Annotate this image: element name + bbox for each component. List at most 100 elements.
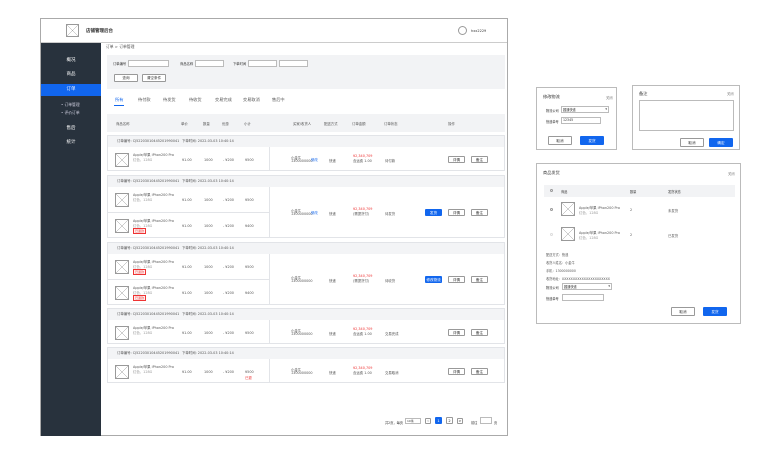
order-action-button[interactable]: 发货 [425,209,442,216]
tab-3[interactable]: 待收货 [189,97,202,102]
unit-price: ¥1.00 [182,224,192,228]
item-checkbox[interactable] [550,208,553,211]
discount: - ¥200 [223,158,234,162]
product-name[interactable]: Apple/苹果 iPhon200 Pro [133,153,174,157]
discount: - ¥200 [223,198,234,202]
confirm-button[interactable]: 确定 [709,138,733,147]
order-action-button[interactable]: 备注 [471,155,488,163]
avatar[interactable] [458,26,467,35]
order-card: 订单编号: CJ52203010445201990041 下单时间: 2022-0… [107,308,505,344]
goto-page-input[interactable] [480,417,492,424]
sidebar-item-products[interactable]: 商品 [66,72,76,77]
tracking-input[interactable] [562,294,604,301]
order-action-button[interactable]: 详情 [448,276,465,283]
cancel-button[interactable]: 取消 [680,138,704,147]
order-action-button[interactable]: 备注 [471,367,488,375]
sidebar: 概况 商品 订单 • 订单管理 • 评价订单 售后 统计 [41,43,101,436]
select-all-checkbox[interactable] [550,189,553,192]
order-status: 待付款 [385,158,396,163]
amount-note: 含运费 1.00 [353,158,372,163]
order-header: 订单编号: CJ52203010445201990041 下单时间: 2022-0… [108,243,504,254]
sidebar-item-overview[interactable]: 概况 [66,58,76,63]
shipping-method: 快递 [329,212,336,216]
item-checkbox[interactable] [550,233,553,236]
product-name[interactable]: Apple/苹果 iPhon200 Pro [133,260,174,264]
clear-button[interactable]: 清空条件 [142,74,166,82]
tab-2[interactable]: 待发货 [163,97,176,102]
page-1-button[interactable]: 1 [435,417,442,424]
product-name[interactable]: Apple/苹果 iPhon200 Pro [133,326,174,330]
unit-price: ¥1.00 [182,370,192,374]
product-image-placeholder-icon [115,193,129,207]
quantity: 2 [630,233,633,237]
company-value: 圆通快递 [564,285,577,289]
edit-address-link[interactable]: 修改 [311,211,318,215]
order-action-button[interactable]: 详情 [448,155,465,163]
sidebar-subitem-order-management[interactable]: • 订单管理 [61,102,80,107]
product-name[interactable]: Apple/苹果 iPhon200 Pro [133,365,174,369]
receiver-name: 收货人姓名：小金牛 [546,261,575,265]
cancel-button[interactable]: 取消 [548,136,572,145]
page-size-select[interactable]: 10条 [405,418,421,424]
buyer-phone: 1300000000 [291,370,313,375]
product-name-input[interactable] [195,60,224,67]
ship-status: 已发货 [668,234,679,238]
discount: - ¥200 [223,265,234,269]
company-select[interactable]: 圆通快递 ▾ [561,106,609,113]
prev-page-button[interactable]: < [425,418,431,424]
company-select[interactable]: 圆通快递 ▾ [562,283,612,290]
close-button[interactable]: 关闭 [606,96,613,100]
divider [269,254,270,305]
product-name[interactable]: Apple/苹果 iPhon200 Pro [133,219,174,223]
next-page-button[interactable]: > [457,418,463,424]
buyer-phone: 1300000000 [291,279,313,283]
column-header: 买家/收货人 [293,122,312,126]
order-card: 订单编号: CJ52203010445201990041 下单时间: 2022-0… [107,242,505,305]
sidebar-item-statistics[interactable]: 统计 [66,140,76,145]
product-name: Apple/苹果 iPhon200 Pro [579,206,620,210]
product-name[interactable]: Apple/苹果 iPhon200 Pro [133,193,174,197]
receiver-address: 收货地址：XXXXXXXXXXXXXXXXXXXXXX [546,277,610,281]
sidebar-item-after-sales[interactable]: 售后 [66,126,76,131]
username[interactable]: hxx2229 [471,29,487,33]
product-name[interactable]: Apple/苹果 iPhon200 Pro [133,286,174,290]
order-action-button[interactable]: 备注 [471,209,488,216]
tab-6[interactable]: 售后中 [272,97,285,102]
order-amount: ¥2,340,709 [353,207,373,211]
order-number: 订单编号: CJ52203010445201990041 [117,312,180,316]
order-action-button[interactable]: 修改物流 [425,276,442,283]
order-action-button[interactable]: 详情 [448,328,465,336]
order-action-button[interactable]: 备注 [471,276,488,283]
sidebar-item-orders[interactable]: 订单 [41,84,101,96]
remark-dialog: 备注 关闭 取消 确定 [632,85,740,150]
close-button[interactable]: 关闭 [727,92,734,96]
pagination-total: 共2页，每页 [385,421,403,425]
quantity: 1000 [204,331,213,335]
order-time: 下单时间: 2022-03-03 10:40:14 [182,246,234,250]
buyer-name: 小金牛 [291,328,302,333]
order-number: 订单编号: CJ52203010445201990041 [117,179,180,183]
confirm-ship-button[interactable]: 发货 [580,136,604,145]
tracking-input[interactable]: 12345 [561,117,601,124]
page-2-button[interactable]: 2 [446,417,453,424]
order-action-button[interactable]: 详情 [448,367,465,375]
order-action-button[interactable]: 详情 [448,209,465,216]
header-status: 发货状态 [668,190,681,194]
logo-placeholder-icon [66,24,79,37]
tab-1[interactable]: 待付款 [138,97,151,102]
end-time-input[interactable] [279,60,308,67]
remark-textarea[interactable] [639,100,734,131]
order-no-input[interactable] [128,60,169,67]
product-image-placeholder-icon [115,260,129,274]
sidebar-subitem-review-orders[interactable]: • 评价订单 [61,110,80,115]
start-time-input[interactable] [248,60,277,67]
search-button[interactable]: 查询 [114,74,138,82]
tab-4[interactable]: 交易完成 [215,97,232,102]
cancel-button[interactable]: 取消 [671,307,695,316]
tab-5[interactable]: 交易取消 [243,97,260,102]
tab-0[interactable]: 所有 [115,97,124,102]
edit-address-link[interactable]: 修改 [311,157,318,162]
confirm-ship-button[interactable]: 发货 [703,307,727,316]
close-button[interactable]: 关闭 [728,172,735,176]
order-action-button[interactable]: 备注 [471,328,488,336]
